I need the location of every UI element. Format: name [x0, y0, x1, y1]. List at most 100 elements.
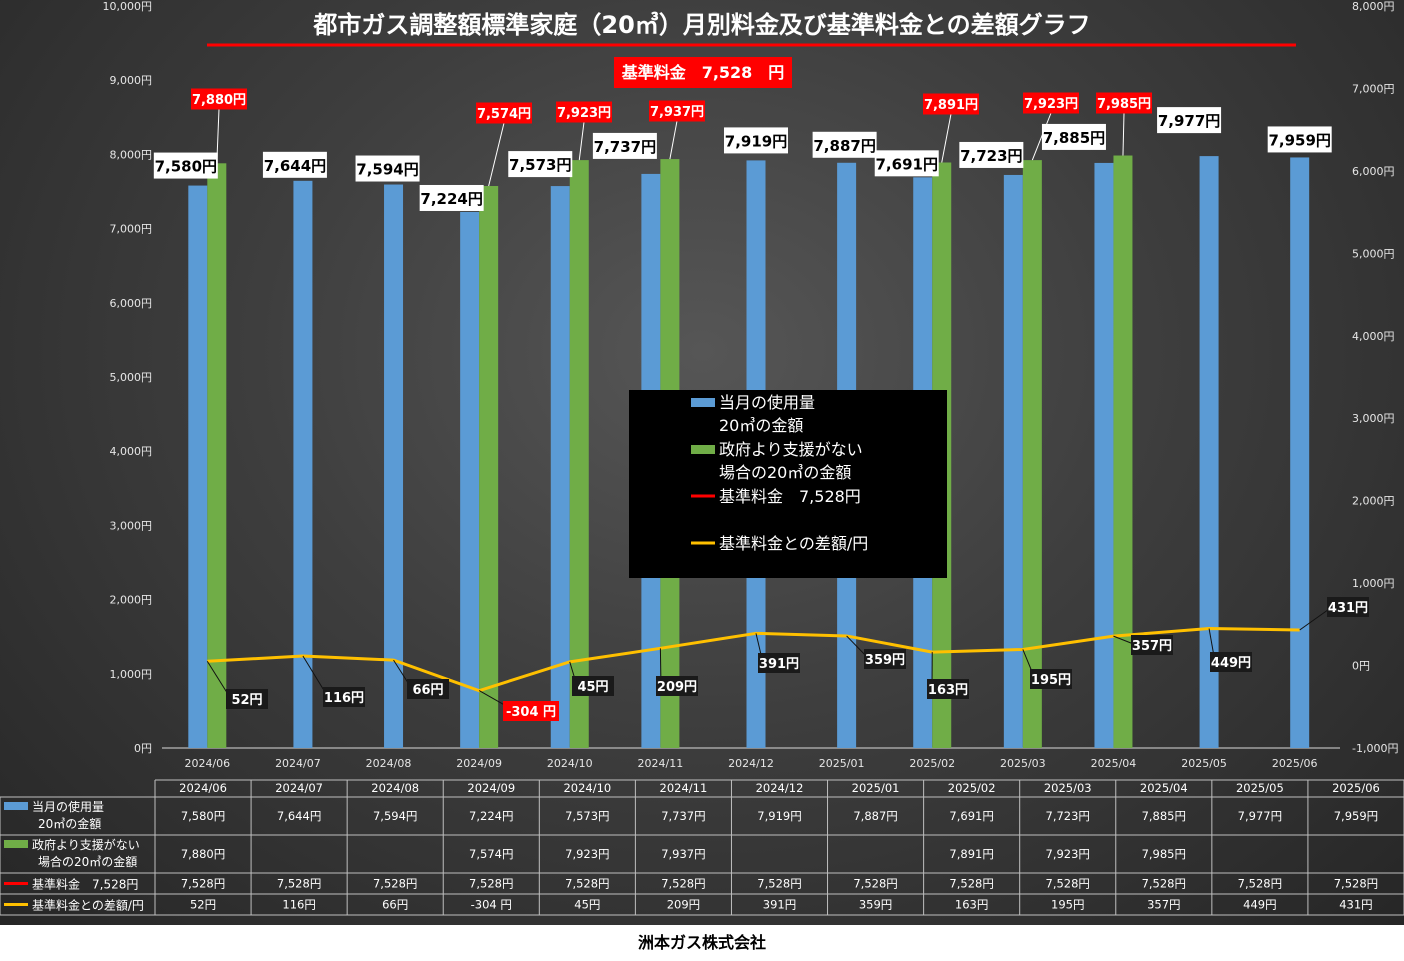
difference-value-label: 209円	[657, 680, 697, 695]
table-header-cell: 2024/08	[371, 781, 419, 795]
table-cell: 7,528円	[181, 877, 225, 891]
table-cell: 7,580円	[181, 809, 225, 823]
no-subsidy-value-label: 7,923円	[1024, 97, 1078, 112]
table-cell: 116円	[282, 898, 315, 912]
chart-title: 都市ガス調整額標準家庭（20㎥）月別料金及び基準料金との差額グラフ	[312, 11, 1090, 39]
x-tick-label: 2024/06	[184, 757, 230, 770]
legend-entry-text: 基準料金 7,528円	[719, 487, 861, 506]
x-tick-label: 2025/04	[1091, 757, 1137, 770]
bar-no-subsidy	[479, 186, 498, 748]
table-cell: 7,919円	[757, 809, 801, 823]
difference-value-label: 45円	[577, 680, 608, 695]
usage-value-label: 7,573円	[509, 156, 571, 174]
table-cell: 449円	[1243, 898, 1276, 912]
table-cell: 66円	[382, 898, 408, 912]
x-tick-label: 2025/06	[1272, 757, 1318, 770]
table-header-cell: 2024/07	[275, 781, 323, 795]
table-cell: 7,528円	[469, 877, 513, 891]
table-cell: 7,528円	[1046, 877, 1090, 891]
table-header-cell: 2024/06	[179, 781, 227, 795]
legend-swatch	[691, 398, 715, 407]
usage-value-label: 7,644円	[264, 157, 326, 175]
legend-entry-text: 20㎥の金額	[719, 416, 803, 435]
usage-value-label: 7,737円	[594, 138, 656, 156]
table-cell: 359円	[859, 898, 892, 912]
difference-value-label: -304 円	[506, 705, 556, 720]
table-header-cell: 2025/05	[1236, 781, 1284, 795]
usage-value-label: 7,580円	[155, 158, 217, 176]
no-subsidy-leader	[579, 122, 584, 160]
table-cell: 7,528円	[853, 877, 897, 891]
usage-value-label: 7,887円	[813, 137, 875, 155]
no-subsidy-value-label: 7,985円	[1097, 97, 1151, 112]
difference-value-label: 359円	[865, 653, 905, 668]
table-cell: 7,891円	[949, 847, 993, 861]
table-cell: 7,224円	[469, 809, 513, 823]
y-right-tick: 7,000円	[1352, 82, 1395, 95]
y-left-tick: 8,000円	[110, 148, 153, 161]
table-cell: 7,528円	[661, 877, 705, 891]
x-tick-label: 2024/09	[456, 757, 502, 770]
table-cell: 7,977円	[1238, 809, 1282, 823]
table-cell: 7,528円	[1334, 877, 1378, 891]
y-left-tick: 7,000円	[110, 223, 153, 236]
table-header-cell: 2025/03	[1044, 781, 1092, 795]
table-cell: 163円	[955, 898, 988, 912]
legend-entry-text: 当月の使用量	[719, 393, 815, 412]
y-left-tick: 9,000円	[110, 74, 153, 87]
table-cell: 391円	[763, 898, 796, 912]
table-cell: 52円	[190, 898, 216, 912]
table-cell: 7,959円	[1334, 809, 1378, 823]
table-series-label: 政府より支援がない	[32, 837, 140, 852]
table-cell: 7,528円	[949, 877, 993, 891]
usage-value-label: 7,224円	[420, 190, 482, 208]
table-cell: 195円	[1051, 898, 1084, 912]
y-right-tick: -1,000円	[1352, 742, 1398, 755]
table-header-cell: 2025/06	[1332, 781, 1380, 795]
table-cell: 7,528円	[565, 877, 609, 891]
x-tick-label: 2025/01	[819, 757, 865, 770]
table-cell: 7,528円	[1238, 877, 1282, 891]
bar-no-subsidy	[1023, 160, 1042, 748]
difference-value-label: 357円	[1132, 639, 1172, 654]
no-subsidy-leader	[217, 109, 219, 163]
x-tick-label: 2025/05	[1181, 757, 1227, 770]
table-cell: 7,937円	[661, 847, 705, 861]
standard-price-badge-text: 基準料金 7,528 円	[621, 63, 785, 82]
table-header-cell: 2025/01	[852, 781, 900, 795]
difference-value-label: 391円	[759, 657, 799, 672]
legend-swatch	[691, 445, 715, 454]
bar-usage	[293, 181, 312, 748]
table-cell: 7,723円	[1046, 809, 1090, 823]
legend-entry-text: 基準料金との差額/円	[719, 534, 868, 553]
y-left-tick: 10,000円	[103, 0, 153, 13]
bar-usage	[460, 212, 479, 748]
difference-value-label: 431円	[1328, 601, 1368, 616]
no-subsidy-leader	[942, 114, 951, 162]
y-right-tick: 6,000円	[1352, 165, 1395, 178]
x-tick-label: 2024/11	[638, 757, 684, 770]
y-right-tick: 4,000円	[1352, 330, 1395, 343]
table-cell: 7,880円	[181, 847, 225, 861]
bar-usage	[188, 186, 207, 748]
difference-value-label: 52円	[231, 693, 262, 708]
table-header-cell: 2024/12	[756, 781, 804, 795]
bar-no-subsidy	[1113, 156, 1132, 748]
y-left-tick: 5,000円	[110, 371, 153, 384]
difference-value-label: 195円	[1031, 673, 1071, 688]
x-tick-label: 2024/08	[366, 757, 412, 770]
y-left-tick: 6,000円	[110, 297, 153, 310]
y-left-tick: 4,000円	[110, 445, 153, 458]
no-subsidy-leader	[670, 121, 677, 159]
company-footer: 洲本ガス株式会社	[0, 925, 1404, 956]
table-header-cell: 2024/09	[467, 781, 515, 795]
table-series-label: 場合の20㎥の金額	[38, 854, 137, 869]
table-cell: 431円	[1339, 898, 1372, 912]
difference-value-label: 449円	[1211, 656, 1251, 671]
table-cell: 7,691円	[949, 809, 993, 823]
table-series-swatch	[4, 840, 28, 848]
x-tick-label: 2024/07	[275, 757, 321, 770]
bar-usage	[1290, 157, 1309, 748]
table-cell: 7,528円	[1142, 877, 1186, 891]
